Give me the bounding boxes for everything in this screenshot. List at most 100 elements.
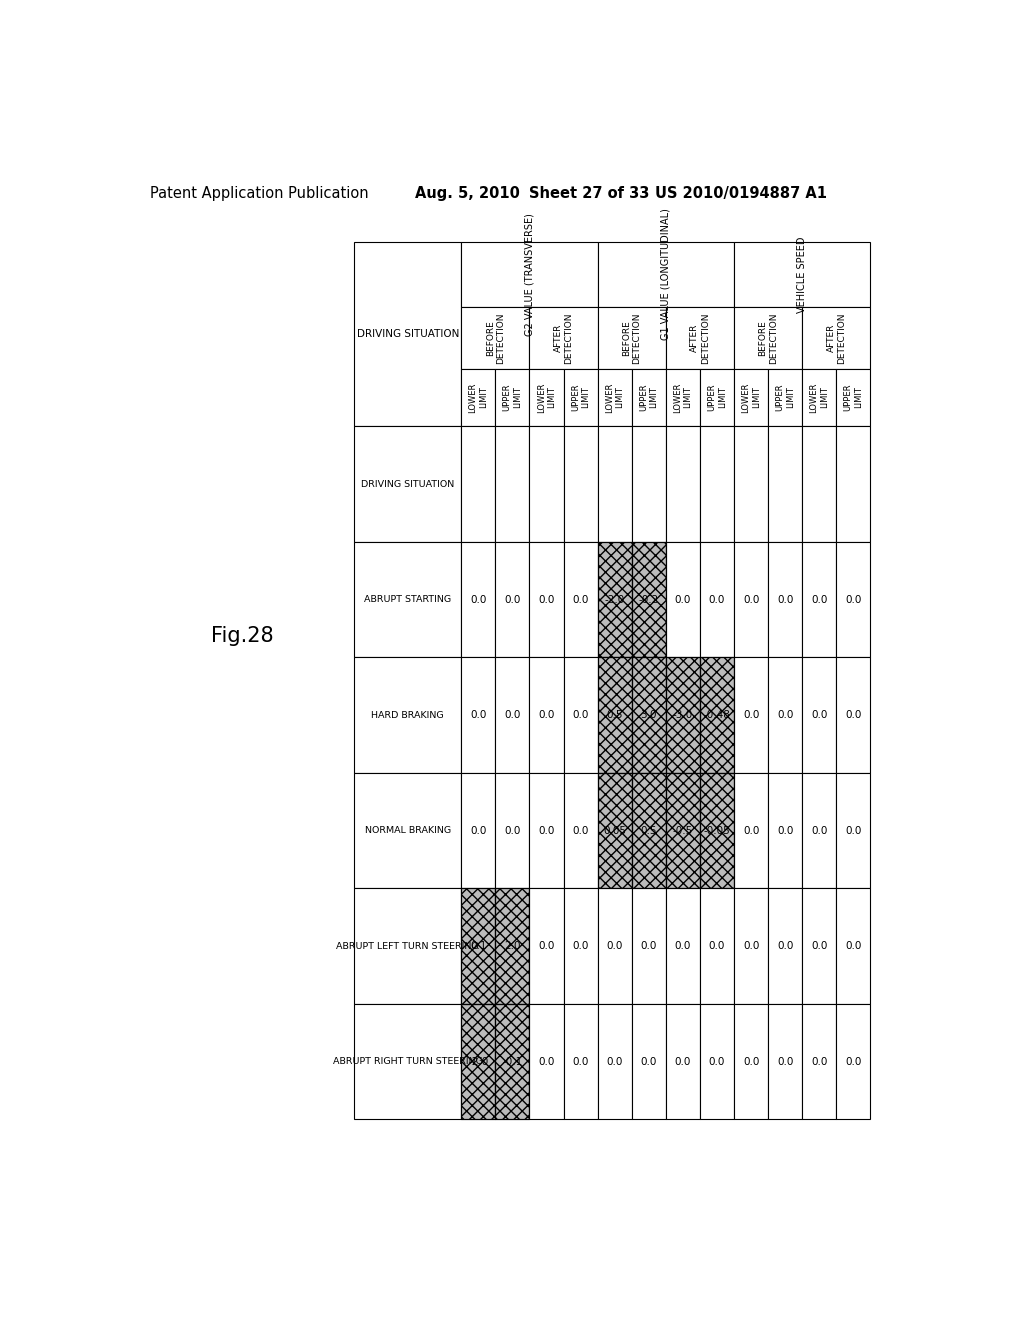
Bar [632, 774, 666, 888]
Bar [598, 888, 632, 1003]
Bar [598, 774, 632, 888]
Bar [802, 657, 837, 774]
Text: 0.0: 0.0 [675, 1056, 691, 1067]
Bar [802, 1003, 837, 1119]
Bar [666, 368, 700, 426]
Text: 0.0: 0.0 [539, 594, 555, 605]
Text: 0.0: 0.0 [845, 594, 861, 605]
Bar [461, 368, 496, 426]
Bar [666, 774, 700, 888]
Text: UPPER
LIMIT: UPPER LIMIT [639, 384, 658, 412]
Bar [802, 774, 837, 888]
Text: LOWER
LIMIT: LOWER LIMIT [741, 383, 761, 413]
Bar [768, 368, 802, 426]
Bar [700, 543, 734, 657]
Bar [666, 774, 700, 888]
Bar [666, 426, 700, 543]
Bar [837, 368, 870, 426]
Text: LOWER
LIMIT: LOWER LIMIT [673, 383, 692, 413]
Bar [666, 888, 700, 1003]
Bar [496, 1003, 529, 1119]
Text: 0.0: 0.0 [811, 710, 827, 721]
Text: 0.0: 0.0 [777, 710, 794, 721]
Text: -2.0: -2.0 [468, 1056, 488, 1067]
Bar [563, 774, 598, 888]
Bar [354, 426, 461, 543]
Text: UPPER
LIMIT: UPPER LIMIT [708, 384, 727, 412]
Bar [734, 242, 870, 308]
Bar [529, 368, 563, 426]
Text: -3.0: -3.0 [673, 710, 693, 721]
Bar [734, 657, 768, 774]
Bar [598, 1003, 632, 1119]
Bar [734, 543, 768, 657]
Bar [496, 426, 529, 543]
Text: UPPER
LIMIT: UPPER LIMIT [844, 384, 863, 412]
Text: 0.05: 0.05 [603, 825, 627, 836]
Text: LOWER
LIMIT: LOWER LIMIT [537, 383, 556, 413]
Bar [461, 774, 496, 888]
Bar [461, 888, 496, 1003]
Text: 0.0: 0.0 [572, 941, 589, 952]
Text: AFTER
DETECTION: AFTER DETECTION [826, 312, 846, 363]
Text: 0.0: 0.0 [709, 594, 725, 605]
Bar [768, 657, 802, 774]
Bar [461, 308, 529, 368]
Bar [632, 368, 666, 426]
Bar [354, 774, 461, 888]
Bar [666, 308, 734, 368]
Bar [837, 774, 870, 888]
Text: 0.0: 0.0 [572, 594, 589, 605]
Bar [802, 888, 837, 1003]
Text: 0.0: 0.0 [539, 710, 555, 721]
Text: 0.0: 0.0 [743, 1056, 759, 1067]
Bar [461, 426, 496, 543]
Bar [768, 426, 802, 543]
Bar [496, 543, 529, 657]
Text: 0.0: 0.0 [709, 1056, 725, 1067]
Text: BEFORE
DETECTION: BEFORE DETECTION [759, 312, 778, 363]
Bar [598, 774, 632, 888]
Bar [632, 774, 666, 888]
Bar [598, 543, 632, 657]
Text: -0.05: -0.05 [703, 825, 730, 836]
Bar [598, 657, 632, 774]
Bar [563, 543, 598, 657]
Text: Sheet 27 of 33: Sheet 27 of 33 [528, 186, 649, 201]
Text: 0.0: 0.0 [539, 825, 555, 836]
Bar [734, 426, 768, 543]
Bar [768, 888, 802, 1003]
Bar [461, 543, 496, 657]
Text: AFTER
DETECTION: AFTER DETECTION [554, 312, 573, 363]
Bar [496, 774, 529, 888]
Text: 0.0: 0.0 [743, 594, 759, 605]
Text: UPPER
LIMIT: UPPER LIMIT [775, 384, 795, 412]
Text: ABRUPT RIGHT TURN STEERING: ABRUPT RIGHT TURN STEERING [333, 1057, 482, 1067]
Bar [666, 657, 700, 774]
Text: ABRUPT STARTING: ABRUPT STARTING [365, 595, 452, 605]
Bar [632, 543, 666, 657]
Bar [563, 888, 598, 1003]
Bar [496, 657, 529, 774]
Bar [666, 543, 700, 657]
Text: 0.0: 0.0 [811, 594, 827, 605]
Text: 0.0: 0.0 [606, 1056, 623, 1067]
Text: NORMAL BRAKING: NORMAL BRAKING [365, 826, 451, 836]
Text: 0.0: 0.0 [709, 941, 725, 952]
Text: 0.0: 0.0 [777, 825, 794, 836]
Bar [529, 888, 563, 1003]
Text: 0.0: 0.0 [777, 1056, 794, 1067]
Text: -0.48: -0.48 [703, 710, 730, 721]
Text: 0.0: 0.0 [743, 941, 759, 952]
Text: 0.0: 0.0 [606, 941, 623, 952]
Text: 0.0: 0.0 [675, 941, 691, 952]
Bar [700, 657, 734, 774]
Bar [632, 543, 666, 657]
Bar [734, 368, 768, 426]
Bar [837, 888, 870, 1003]
Bar [354, 242, 461, 426]
Text: G2 VALUE (TRANSVERSE): G2 VALUE (TRANSVERSE) [524, 213, 535, 335]
Bar [700, 774, 734, 888]
Bar [700, 888, 734, 1003]
Text: 0.0: 0.0 [572, 710, 589, 721]
